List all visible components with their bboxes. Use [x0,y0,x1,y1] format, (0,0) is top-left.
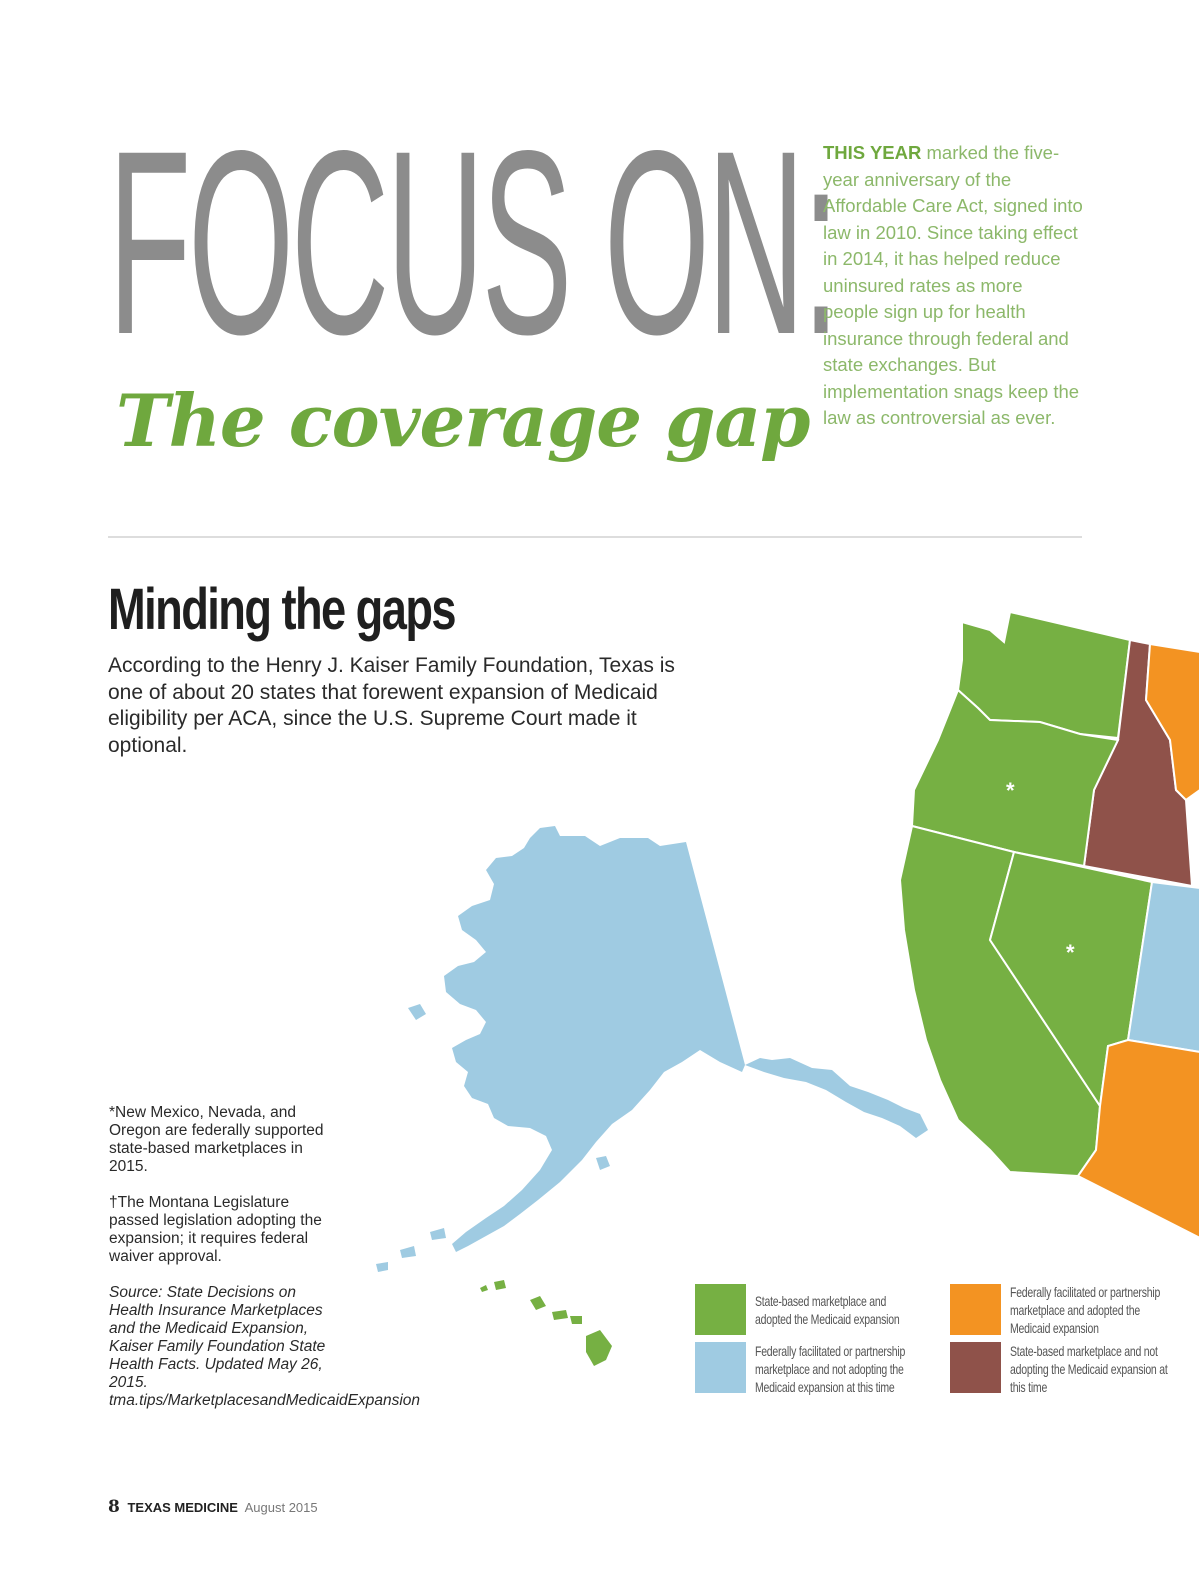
state-hawaii [570,1316,582,1324]
state-hawaii [586,1330,612,1366]
legend-swatch-green [695,1284,746,1335]
page-number: 8 [108,1497,120,1517]
legend-swatch-brown [950,1342,1001,1393]
asterisk-note: *New Mexico, Nevada, and Oregon are fede… [109,1104,324,1175]
state-arizona [1076,1038,1200,1240]
intro-text: marked the five-year anniversary of the … [823,142,1083,428]
footer: 8 TEXAS MEDICINE August 2015 [108,1497,318,1517]
section-body: According to the Henry J. Kaiser Family … [108,654,675,757]
subtitle: The coverage gap [116,378,810,463]
intro-lead: THIS YEAR [823,142,922,163]
asterisk-nevada: * [1066,940,1075,965]
legend-label-brown: State-based marketplace and not adopting… [1010,1343,1168,1395]
alaska-island [596,1156,610,1170]
intro-paragraph: THIS YEAR marked the five-year anniversa… [823,140,1083,432]
legend-swatch-orange [950,1284,1001,1335]
legend-swatch-blue [695,1342,746,1393]
notes: *New Mexico, Nevada, and Oregon are fede… [109,1104,421,1428]
magazine-name: TEXAS MEDICINE [127,1500,238,1515]
legend-label-blue: Federally facilitated or partnership mar… [755,1343,906,1395]
asterisk-oregon: * [1006,778,1015,803]
state-hawaii [552,1310,568,1320]
alaska-island [376,1262,388,1272]
alaska-island [400,1246,416,1258]
state-hawaii [530,1296,546,1310]
legend-label-green: State-based marketplace and adopted the … [755,1293,900,1327]
montana-note: †The Montana Legislature passed legislat… [109,1194,322,1265]
us-map: * * [376,610,1200,1366]
state-alaska [444,826,745,1252]
focus-title: FOCUS ON: [108,96,840,389]
state-hawaii [480,1285,488,1292]
alaska-island [408,1004,426,1020]
state-oregon [910,688,1120,868]
alaska-island [430,1228,446,1240]
alaska-panhandle [745,1058,928,1138]
state-hawaii [494,1280,506,1290]
section-heading: Minding the gaps [108,577,457,642]
issue-date: August 2015 [244,1500,318,1515]
source-note: Source: State Decisions on Health Insura… [109,1284,421,1409]
state-utah [1126,880,1200,1054]
legend-label-orange: Federally facilitated or partnership mar… [1010,1284,1161,1336]
divider [108,536,1082,538]
state-montana [1144,642,1200,802]
